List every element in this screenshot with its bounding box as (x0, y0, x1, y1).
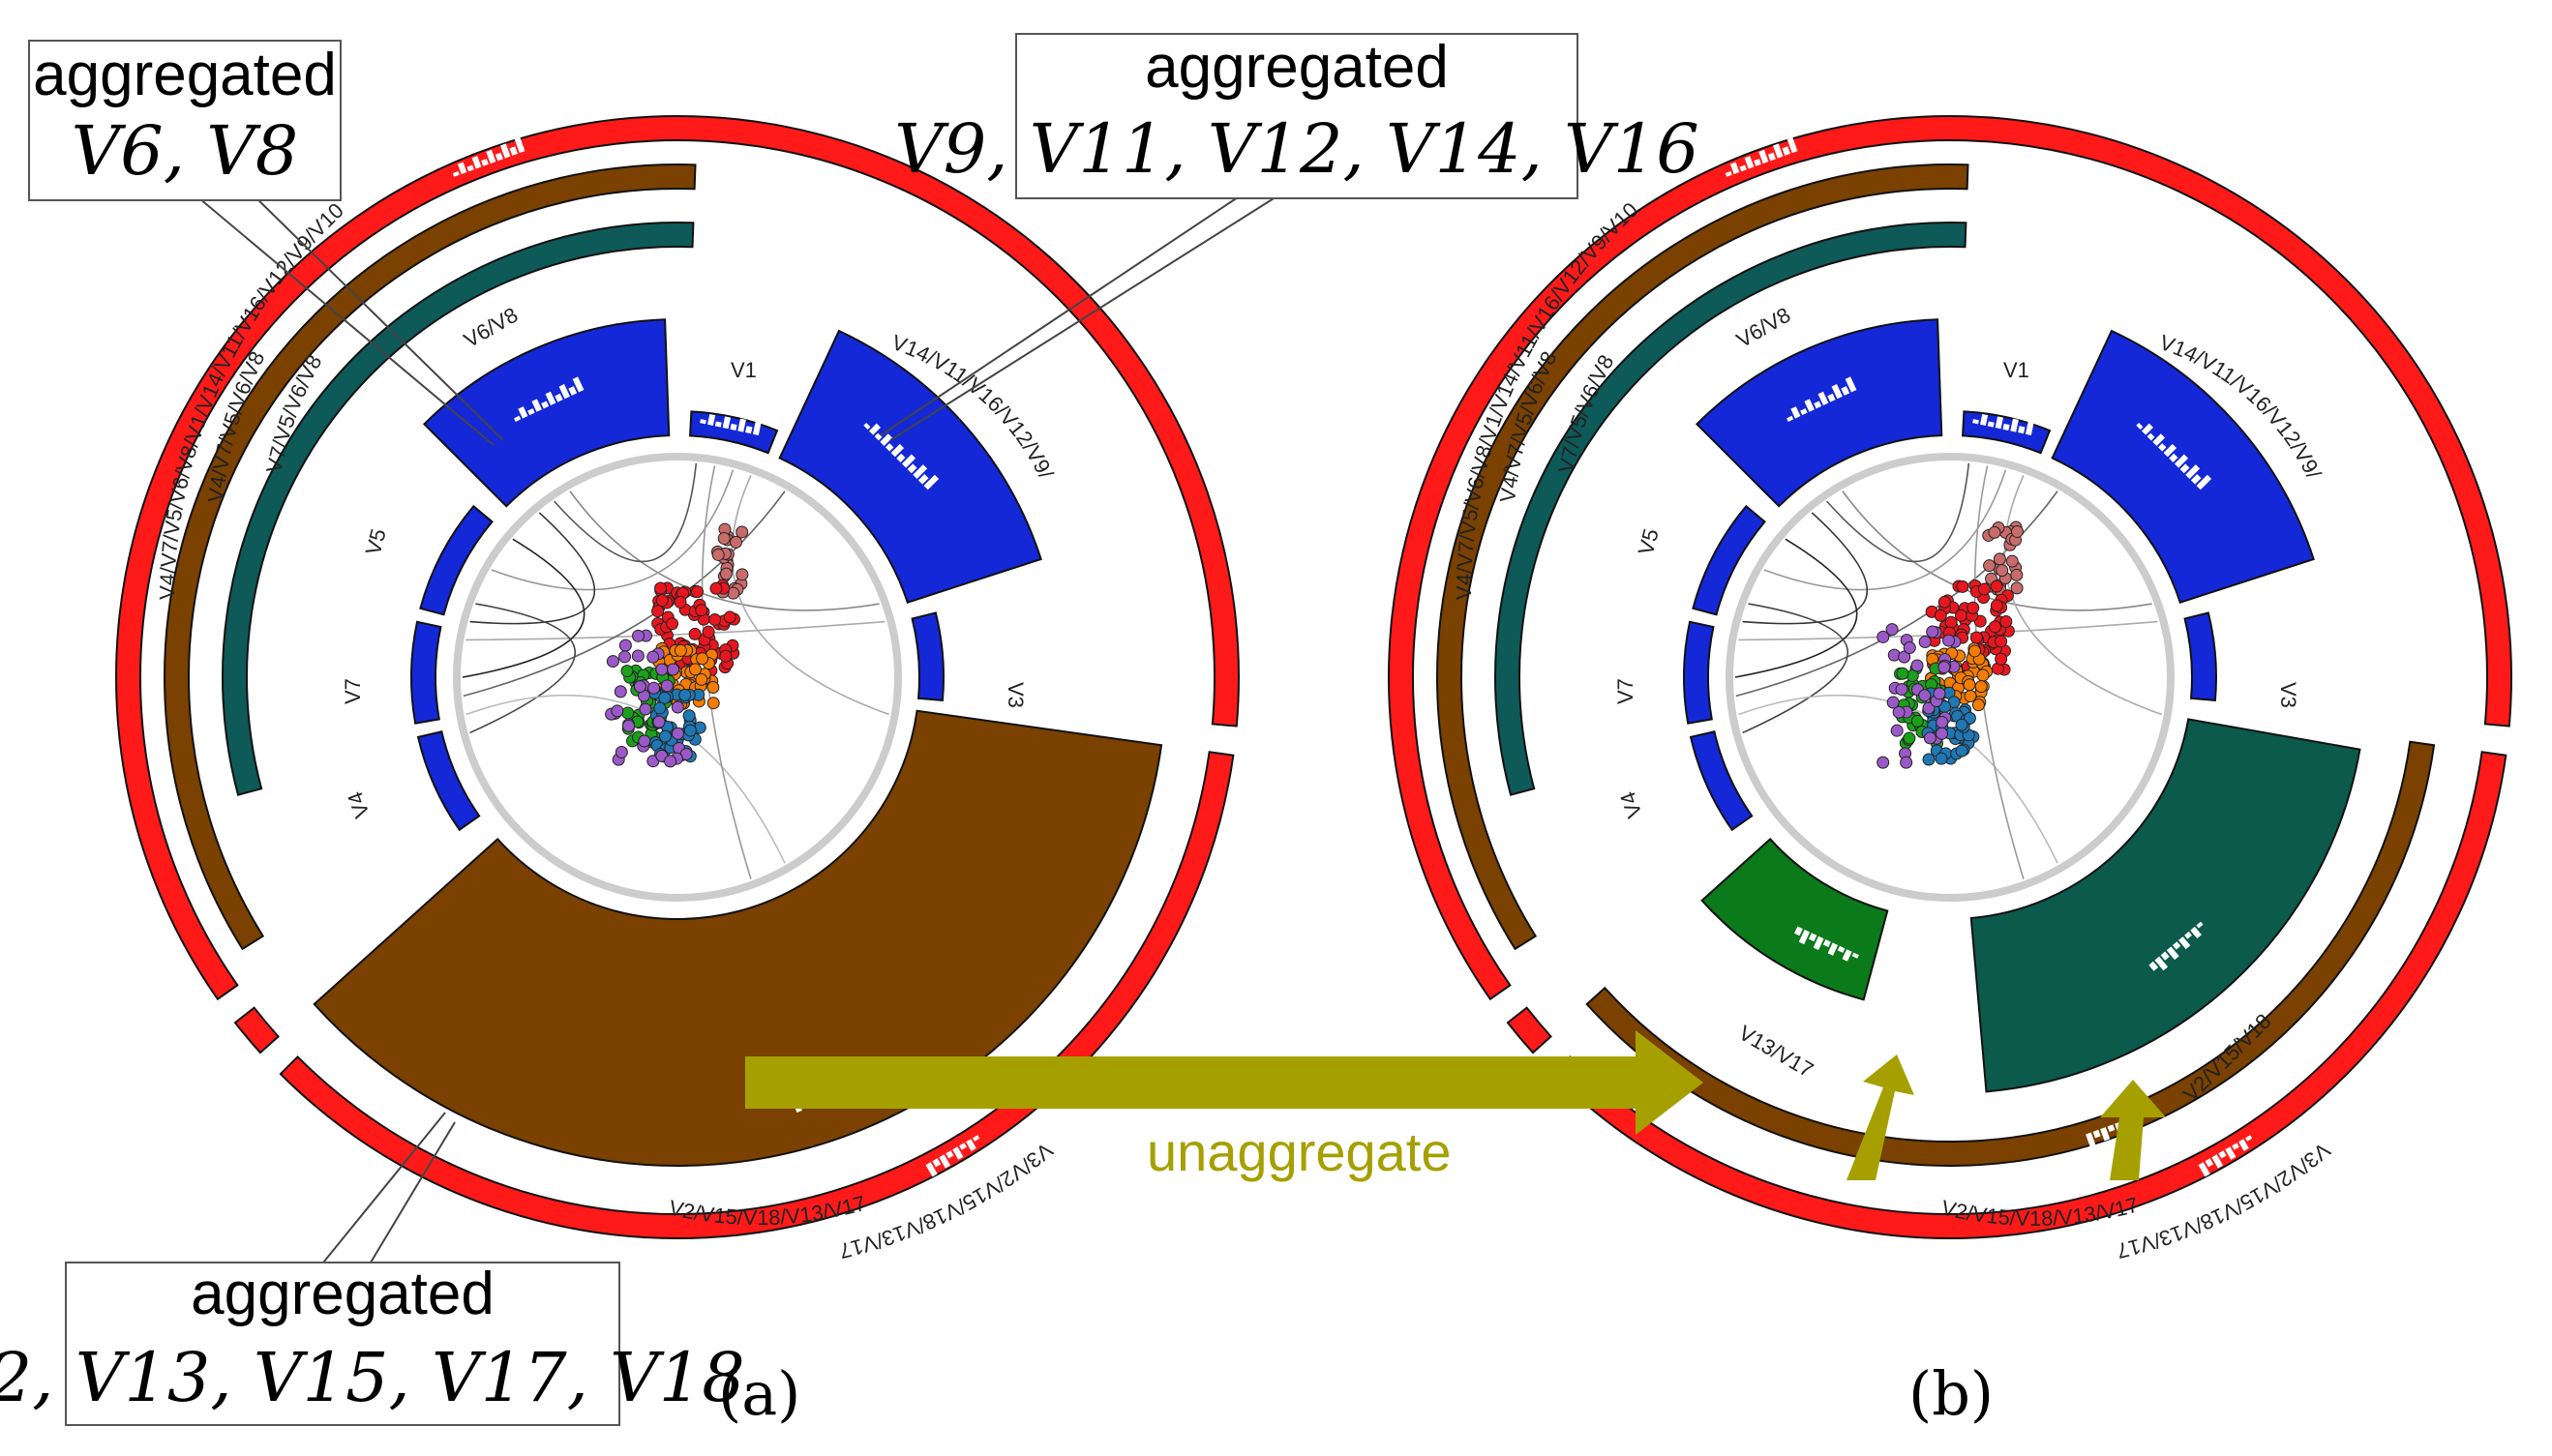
segment-v6v8 (422, 318, 671, 508)
hist-v6v8 (514, 376, 585, 422)
callout-v6v8: aggregated V6, V8 (28, 40, 504, 446)
unaggregate-arrow (745, 1030, 1703, 1135)
callout-v9group-title: aggregated (1145, 34, 1449, 101)
hist-v14group (2136, 422, 2212, 490)
link-curves (1734, 462, 2162, 879)
hist-red-top (452, 136, 525, 177)
segment-v3 (911, 611, 945, 702)
callout-v9group-vars: V9, V11, V12, V14, V16 (894, 109, 1699, 189)
panel-b-label: (b) (1908, 1358, 1994, 1429)
arc-label-v5-b: V5 (1634, 526, 1664, 557)
arc-label-v7-a: V7 (341, 678, 365, 704)
segment-v3 (2183, 611, 2217, 702)
arc-label-v6v8-b: V6/V8 (1732, 303, 1794, 353)
hist-darkteal (2148, 921, 2204, 971)
arc-label-darkteal-b: V2/V15/V18 (2178, 1009, 2276, 1107)
segment-v7 (410, 620, 442, 725)
hist-v1 (1972, 413, 2034, 435)
arc-label-v3-a: V3 (1004, 682, 1028, 708)
callout-v2group-title: aggregated (191, 1261, 495, 1327)
arc-label-v3-b: V3 (2276, 682, 2300, 708)
arc-label-green-b: V13/V17 (1735, 1021, 1818, 1083)
segment-v1 (1962, 410, 2052, 455)
arc-label-v7-b: V7 (1613, 678, 1637, 704)
panel-a (115, 114, 1240, 1240)
segment-brown-aggregated (313, 709, 1163, 1167)
segment-brown-inner (1585, 740, 2436, 1168)
hist-v14group (863, 422, 940, 490)
teal-arc (1494, 222, 1967, 796)
teal-arc (222, 222, 695, 796)
red-ring-top (1388, 114, 2512, 1001)
segment-v7 (1683, 620, 1715, 725)
red-ring-left (233, 1006, 280, 1055)
red-ring-left (1506, 1006, 1552, 1055)
arc-label-v5-a: V5 (361, 526, 391, 557)
link-curves (462, 462, 889, 879)
arc-label-v1-a: V1 (731, 358, 757, 382)
scatter-plot (1876, 520, 2024, 769)
hist-red-bottom (925, 1135, 980, 1177)
arc-label-v6v8-a: V6/V8 (460, 303, 522, 353)
callout-v6v8-vars: V6, V8 (72, 111, 299, 191)
segment-v4 (416, 730, 481, 832)
brown-outer-arc (164, 163, 697, 951)
segment-v1 (689, 410, 779, 455)
segment-v6v8 (1695, 318, 1943, 508)
arc-label-v4-b: V4 (1615, 788, 1647, 821)
callout-v2group-vars: V2, V13, V15, V17, V18 (0, 1338, 745, 1417)
brown-outer-arc (1436, 163, 1969, 951)
segment-v5 (419, 504, 494, 616)
hist-red-top (1725, 136, 1798, 177)
panel-b (1388, 114, 2512, 1240)
small-arrow-green (1846, 1055, 1914, 1180)
scatter-plot (605, 522, 749, 768)
arc-label-v4-a: V4 (343, 788, 375, 821)
segment-v5 (1692, 504, 1766, 616)
segment-green (1700, 837, 1889, 1001)
segment-darkteal (1969, 718, 2361, 1093)
small-arrow-darkteal (2100, 1080, 2166, 1180)
hist-green (1794, 926, 1859, 962)
red-ring-top (115, 114, 1240, 1001)
segment-v4 (1689, 730, 1754, 832)
callout-v9group: aggregated V9, V11, V12, V14, V16 (880, 33, 1699, 441)
unaggregate-label: unaggregate (1147, 1121, 1452, 1182)
hist-v6v8 (1786, 376, 1857, 422)
hist-v1 (700, 413, 762, 435)
arc-label-v1-b: V1 (2003, 358, 2029, 382)
callout-v6v8-title: aggregated (33, 42, 337, 108)
hist-red-bottom (2198, 1135, 2253, 1177)
panel-a-label: (a) (718, 1358, 800, 1429)
callout-v2group: aggregated V2, V13, V15, V17, V18 (0, 1112, 745, 1426)
